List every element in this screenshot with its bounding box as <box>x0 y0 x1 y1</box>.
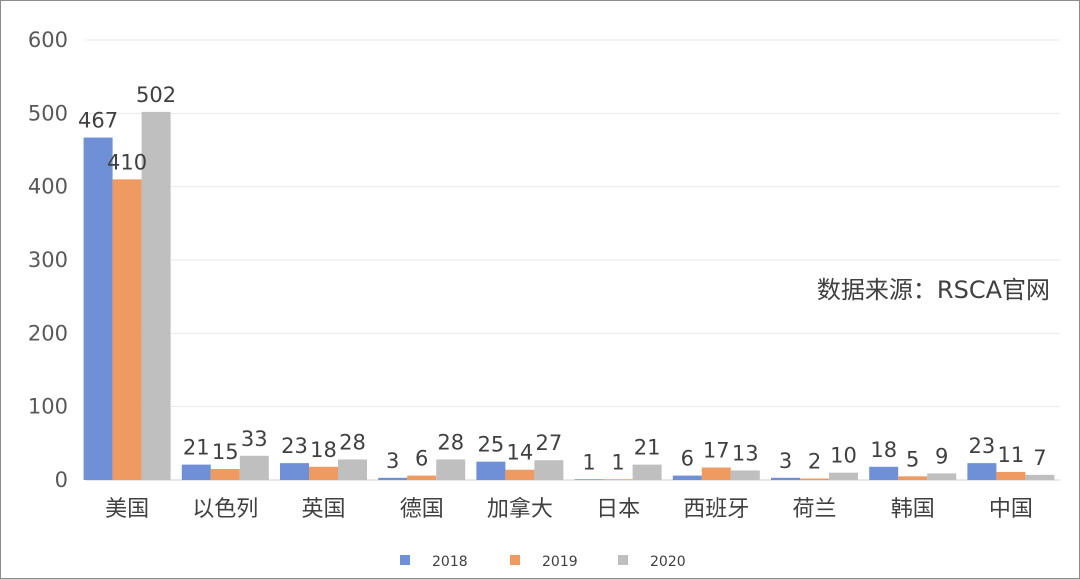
y-tick-label: 0 <box>55 468 68 492</box>
data-label: 33 <box>241 427 268 451</box>
y-axis: 0 100 200 300 400 500 600 <box>28 28 68 492</box>
data-label: 1 <box>611 450 624 474</box>
legend-label: 2020 <box>650 554 686 570</box>
data-label: 3 <box>386 449 399 473</box>
data-label: 5 <box>906 447 919 471</box>
data-label: 9 <box>935 444 948 468</box>
bar-2020 <box>534 460 564 480</box>
data-label: 18 <box>870 438 897 462</box>
bar-2020 <box>927 473 957 480</box>
bars <box>83 111 1055 481</box>
data-label: 28 <box>437 430 464 454</box>
data-label: 13 <box>732 441 759 465</box>
data-label: 3 <box>779 449 792 473</box>
bar-2019 <box>210 469 240 480</box>
bar-2020 <box>141 111 171 480</box>
bar-2019 <box>898 476 928 480</box>
bar-2020 <box>829 472 858 480</box>
data-label: 23 <box>281 434 308 458</box>
bar-2018 <box>181 464 211 480</box>
data-label: 1 <box>582 450 595 474</box>
data-label: 14 <box>507 441 534 465</box>
bar-2019 <box>701 467 731 480</box>
legend: 2018 2019 2020 <box>400 554 686 570</box>
x-category-label: 英国 <box>301 497 345 522</box>
x-category-label: 美国 <box>105 497 149 522</box>
bar-2020 <box>239 455 269 480</box>
legend-label: 2018 <box>432 554 468 570</box>
data-label: 6 <box>681 447 694 471</box>
data-label: 18 <box>310 438 337 462</box>
bar-2018 <box>672 475 702 480</box>
data-label: 28 <box>339 430 366 454</box>
data-label: 7 <box>1033 446 1046 470</box>
x-category-label: 韩国 <box>891 497 935 522</box>
bar-2018 <box>280 463 309 480</box>
data-label: 467 <box>78 109 118 133</box>
bar-2020 <box>436 459 466 480</box>
y-tick-label: 300 <box>28 248 68 272</box>
y-tick-label: 500 <box>28 101 68 125</box>
bar-2018 <box>476 461 506 480</box>
x-category-label: 加拿大 <box>487 496 553 522</box>
data-label: 6 <box>415 447 428 471</box>
y-tick-label: 100 <box>28 395 68 419</box>
legend-label: 2019 <box>542 554 578 570</box>
bar-2020 <box>632 464 662 480</box>
y-tick-label: 600 <box>28 28 68 52</box>
bar-2019 <box>407 475 437 480</box>
data-label: 21 <box>634 436 661 460</box>
x-category-label: 中国 <box>989 497 1033 522</box>
data-label: 2 <box>808 450 821 474</box>
x-category-label: 德国 <box>400 497 444 522</box>
bar-2018 <box>869 466 899 480</box>
data-label: 502 <box>136 83 176 107</box>
data-label: 25 <box>478 433 505 457</box>
legend-swatch-2018 <box>400 555 410 565</box>
legend-swatch-2020 <box>618 555 628 565</box>
bar-2019 <box>112 179 142 481</box>
data-label: 23 <box>969 434 996 458</box>
data-label: 27 <box>536 431 563 455</box>
bar-2019 <box>603 479 633 480</box>
x-category-label: 日本 <box>596 497 640 522</box>
bar-2018 <box>967 463 997 480</box>
legend-swatch-2019 <box>510 555 520 565</box>
data-label: 410 <box>107 150 147 174</box>
y-tick-label: 400 <box>28 175 68 199</box>
data-label: 21 <box>183 436 210 460</box>
source-annotation: 数据来源：RSCA官网 <box>817 276 1050 304</box>
bar-2020 <box>338 459 367 480</box>
bar-2020 <box>730 470 760 480</box>
x-category-label: 西班牙 <box>683 497 749 522</box>
x-category-label: 以色列 <box>192 497 258 522</box>
x-axis: 美国 以色列 英国 德国 加拿大 日本 西班牙 荷兰 韩国 中国 <box>105 496 1033 522</box>
bar-2020 <box>1025 474 1055 480</box>
bar-2019 <box>505 469 535 480</box>
y-tick-label: 200 <box>28 321 68 345</box>
bar-2019 <box>309 466 338 480</box>
data-label: 10 <box>830 444 857 468</box>
data-label: 11 <box>998 443 1025 467</box>
bar-2018 <box>83 137 113 481</box>
bar-2018 <box>378 477 408 480</box>
bar-2018 <box>771 477 800 480</box>
gridlines <box>86 39 1060 481</box>
bar-2018 <box>574 479 604 480</box>
bar-2019 <box>800 478 829 480</box>
bar-2019 <box>996 471 1026 480</box>
data-label: 17 <box>703 439 730 463</box>
x-category-label: 荷兰 <box>792 497 836 522</box>
data-label: 15 <box>212 440 239 464</box>
